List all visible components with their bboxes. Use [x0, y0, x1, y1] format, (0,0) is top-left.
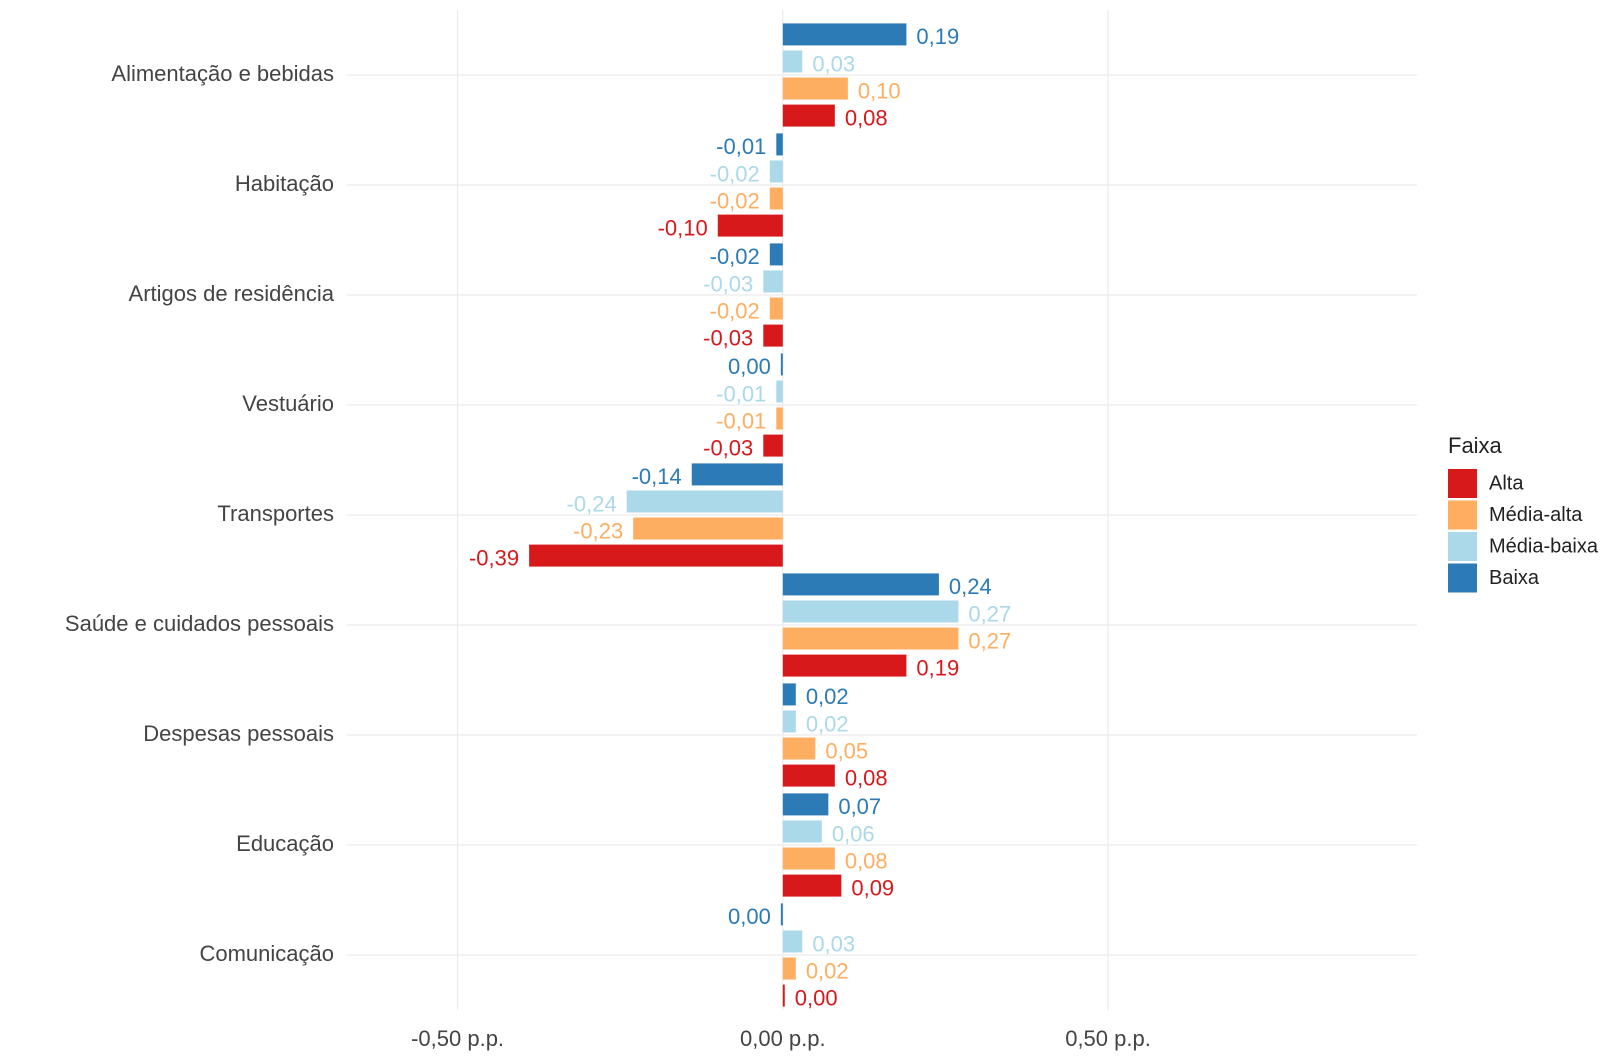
bar — [782, 984, 785, 1007]
bar — [782, 957, 796, 980]
legend-label: Média-baixa — [1489, 535, 1599, 557]
bar — [782, 104, 835, 127]
bar — [529, 544, 783, 567]
y-tick-label: Habitação — [235, 171, 334, 196]
legend-swatch — [1448, 563, 1477, 593]
value-label: 0,19 — [916, 655, 959, 680]
bar — [782, 710, 796, 733]
bar — [769, 243, 783, 266]
bar — [782, 683, 796, 706]
value-label: 0,08 — [845, 765, 888, 790]
value-label: -0,02 — [710, 161, 760, 186]
bar — [782, 764, 835, 787]
value-label: -0,03 — [703, 435, 753, 460]
value-label: -0,01 — [716, 381, 766, 406]
value-label: -0,10 — [658, 215, 708, 240]
value-label: -0,14 — [632, 464, 682, 489]
value-label: -0,02 — [710, 298, 760, 323]
y-tick-label: Artigos de residência — [129, 281, 335, 306]
bar — [763, 434, 783, 457]
bar — [782, 737, 816, 760]
y-tick-label: Vestuário — [242, 391, 334, 416]
legend-swatch — [1448, 500, 1477, 530]
bar — [782, 930, 803, 953]
bar — [769, 187, 783, 210]
value-label: 0,03 — [812, 931, 855, 956]
legend-title: Faixa — [1448, 433, 1503, 458]
y-tick-label: Educação — [236, 831, 334, 856]
bar — [763, 324, 783, 347]
bar — [763, 270, 783, 293]
y-tick-label: Despesas pessoais — [143, 721, 334, 746]
bar — [782, 793, 829, 816]
value-label: -0,03 — [703, 325, 753, 350]
bar — [776, 407, 783, 430]
value-label: 0,06 — [832, 821, 875, 846]
legend-swatch — [1448, 532, 1477, 561]
value-label: -0,03 — [703, 271, 753, 296]
y-tick-label: Alimentação e bebidas — [111, 61, 334, 86]
bar — [782, 77, 848, 100]
legend-swatch — [1448, 469, 1477, 498]
bar — [626, 490, 783, 513]
bar — [769, 160, 783, 183]
value-label: 0,08 — [845, 105, 888, 130]
value-label: 0,07 — [838, 794, 881, 819]
legend-label: Baixa — [1489, 567, 1540, 589]
value-label: 0,00 — [795, 985, 838, 1010]
y-tick-label: Comunicação — [199, 941, 334, 966]
value-label: 0,24 — [949, 574, 992, 599]
value-label: 0,10 — [858, 78, 901, 103]
value-label: 0,27 — [968, 628, 1011, 653]
legend-label: Média-alta — [1489, 504, 1583, 526]
value-label: 0,00 — [728, 354, 771, 379]
bar — [769, 297, 783, 320]
bar — [782, 654, 907, 677]
value-label: 0,08 — [845, 848, 888, 873]
value-label: 0,09 — [851, 875, 894, 900]
value-label: -0,02 — [710, 244, 760, 269]
bar — [782, 874, 842, 897]
value-label: -0,39 — [469, 545, 519, 570]
bar — [776, 133, 783, 156]
x-tick-label: -0,50 p.p. — [411, 1026, 504, 1051]
bar — [780, 353, 783, 376]
bar — [782, 600, 959, 623]
value-label: 0,19 — [916, 24, 959, 49]
value-label: 0,02 — [806, 684, 849, 709]
bar — [782, 50, 803, 73]
value-label: 0,03 — [812, 51, 855, 76]
bar — [691, 463, 783, 486]
bar — [782, 573, 939, 596]
bar — [633, 517, 783, 540]
value-label: -0,01 — [716, 408, 766, 433]
value-label: 0,00 — [728, 904, 771, 929]
bar — [782, 847, 835, 870]
value-label: 0,02 — [806, 958, 849, 983]
value-label: -0,23 — [573, 518, 623, 543]
value-label: -0,24 — [567, 491, 617, 516]
legend-label: Alta — [1489, 472, 1524, 494]
value-label: 0,05 — [825, 738, 868, 763]
bar — [782, 627, 959, 650]
value-label: -0,02 — [710, 188, 760, 213]
x-tick-label: 0,00 p.p. — [740, 1026, 826, 1051]
x-tick-label: 0,50 p.p. — [1065, 1026, 1151, 1051]
bar — [782, 820, 822, 843]
bar — [782, 23, 907, 46]
value-label: 0,27 — [968, 601, 1011, 626]
value-label: -0,01 — [716, 134, 766, 159]
bar — [780, 903, 783, 926]
bar — [717, 214, 783, 237]
y-tick-label: Saúde e cuidados pessoais — [65, 611, 334, 636]
value-label: 0,02 — [806, 711, 849, 736]
bar — [776, 380, 783, 403]
y-tick-label: Transportes — [217, 501, 334, 526]
